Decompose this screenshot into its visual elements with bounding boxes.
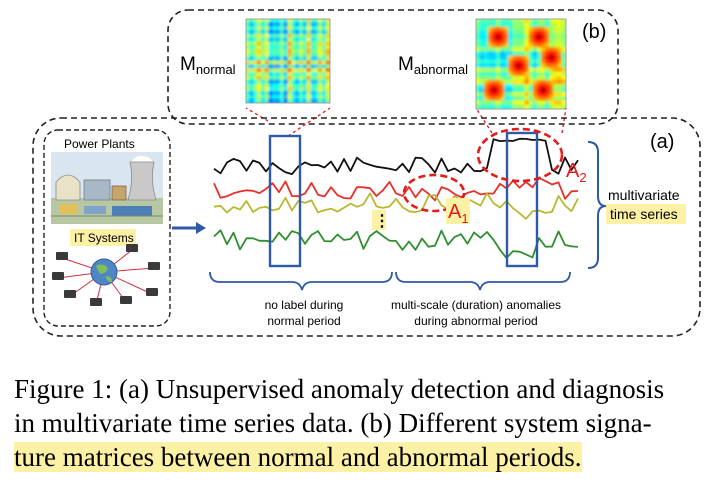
a1-highlight: [446, 198, 470, 224]
panel-a-label: (a): [650, 131, 674, 153]
caption-line2: in multivariate time series data. (b) Di…: [14, 408, 652, 438]
abnormal-window-box: [505, 131, 539, 268]
bottom-right-line2: during abnormal period: [414, 314, 537, 328]
abnormal-period-brace: [395, 271, 571, 291]
network-illustration: [52, 244, 160, 306]
panel-a-frame: [32, 117, 701, 337]
anomaly-a2-ellipse: [476, 127, 564, 183]
anomaly-a1-ellipse: [402, 173, 466, 213]
it-systems-highlight: [70, 229, 136, 246]
connector-line: [561, 107, 567, 134]
time-series-highlight: [606, 204, 686, 224]
m-normal-label: Mnormal: [180, 54, 236, 77]
flow-arrow: [172, 222, 206, 234]
caption-line1: Figure 1: (a) Unsupervised anomaly detec…: [14, 374, 665, 404]
bottom-right-line1: multi-scale (duration) anomalies: [391, 298, 561, 312]
bottom-left-line1: no label during: [265, 298, 344, 312]
power-plant-illustration: [51, 152, 163, 224]
caption-line3: ture matrices between normal and abnorma…: [14, 442, 582, 472]
connector-line: [287, 107, 331, 137]
normal-period-brace: [209, 271, 393, 291]
figure-diagram: (b) Mnormal Mabnormal (a) Power Plants I…: [32, 9, 701, 337]
right-label-line1: multivariate: [608, 187, 680, 203]
abnormal-signature-matrix: [475, 18, 567, 110]
panel-b-label: (b): [582, 21, 606, 43]
connector-line: [245, 107, 269, 122]
normal-window-box: [268, 134, 302, 268]
ellipsis-mark: ⋮: [374, 213, 390, 230]
figure-caption: Figure 1: (a) Unsupervised anomaly detec…: [14, 372, 720, 474]
multivariate-time-series: [213, 137, 579, 260]
it-systems-label: IT Systems: [74, 231, 134, 245]
power-plants-label: Power Plants: [64, 137, 135, 151]
right-label-line2: time series: [610, 206, 678, 222]
normal-signature-matrix: [245, 18, 331, 104]
panel-b-frame: [167, 9, 619, 125]
anomaly-a1-label: A1: [448, 201, 469, 226]
anomaly-a2-label: A2: [566, 160, 587, 185]
bottom-left-line2: normal period: [267, 314, 340, 328]
connector-line: [475, 107, 493, 134]
series-brace: [587, 141, 607, 269]
ellipsis-highlight: [372, 210, 386, 230]
m-abnormal-label: Mabnormal: [398, 54, 468, 77]
